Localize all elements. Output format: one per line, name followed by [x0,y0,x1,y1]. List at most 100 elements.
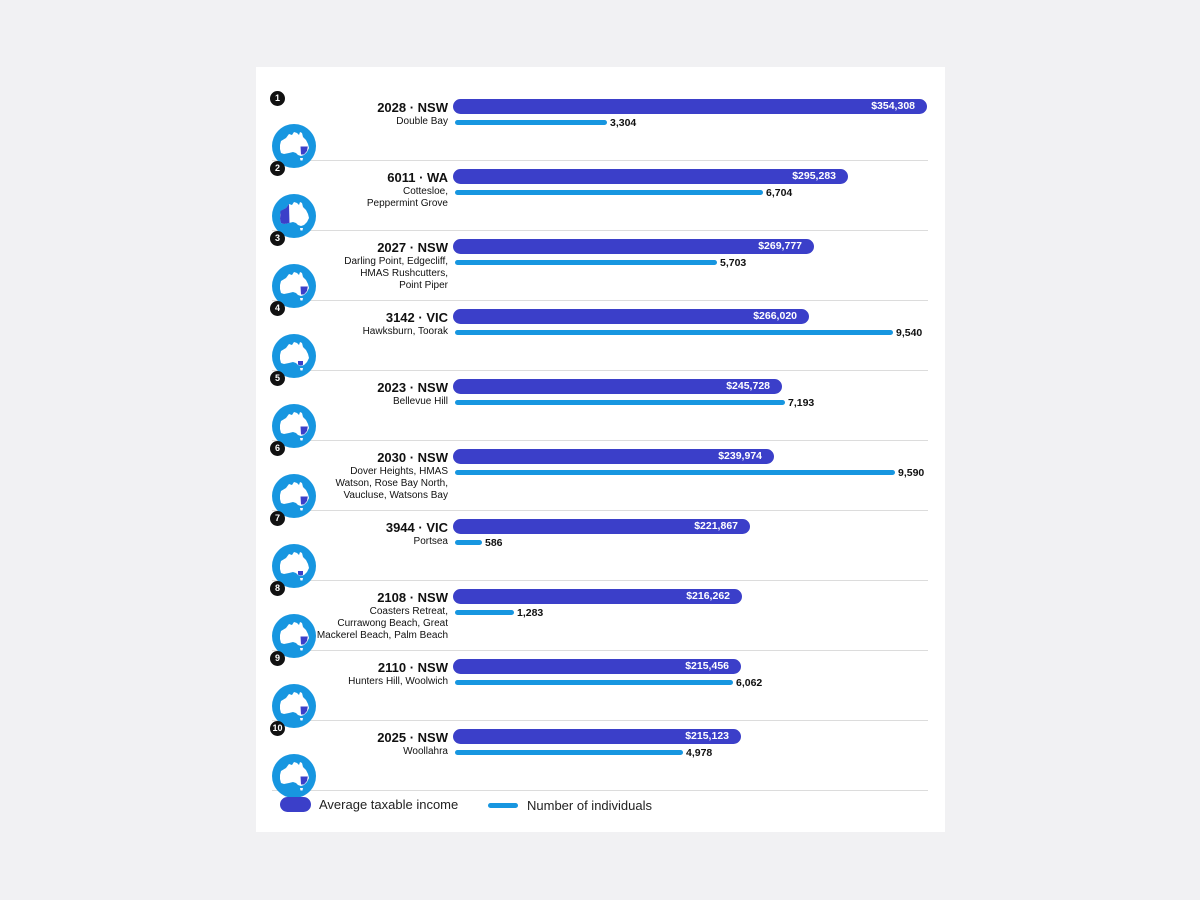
legend-item-individuals: Number of individuals [488,798,652,813]
table-row: 7 3944 · VIC Portsea $221,867 586 [270,510,928,588]
state-highlight [300,286,308,295]
income-bar: $221,867 [453,519,750,534]
rank-badge: 2 [270,161,285,176]
suburbs-label: Hawksburn, Toorak [312,326,448,338]
tasmania-shape [300,438,303,441]
row-labels: 2027 · NSW Darling Point, Edgecliff, HMAS … [312,240,448,292]
australia-map-icon [272,334,316,378]
income-bar: $216,262 [453,589,742,604]
individuals-bar [455,610,514,615]
suburb-line: Mackerel Beach, Palm Beach [316,630,448,641]
legend-swatch-income [280,797,311,812]
state-highlight [298,571,303,576]
income-value-label: $245,728 [726,380,770,392]
tasmania-shape [300,788,303,791]
postcode-label: 2110 · NSW [377,660,448,675]
individuals-value-label: 3,304 [610,117,637,129]
australia-map-svg [272,684,316,728]
suburb-line: Woollahra [403,746,448,757]
individuals-value-label: 4,978 [686,747,713,759]
income-bar: $239,974 [453,449,774,464]
individuals-value-label: 6,704 [766,187,793,199]
tasmania-shape [300,368,303,371]
suburb-line: Portsea [413,536,448,547]
row-labels: 2028 · NSW Double Bay [312,100,448,128]
state-highlight [300,706,308,715]
table-row: 3 2027 · NSW Darling Point, Edgecliff, HMAS… [270,230,928,308]
suburb-line: Darling Point, Edgecliff, [344,256,448,267]
suburb-line: Vaucluse, Watsons Bay [343,490,449,501]
table-row: 8 2108 · NSW Coasters Retreat, Currawong Be… [270,580,928,658]
rank-badge: 8 [270,581,285,596]
state-highlight [300,146,308,155]
rank-badge: 5 [270,371,285,386]
income-bar: $245,728 [453,379,782,394]
row-labels: 2025 · NSW Woollahra [312,730,448,758]
individuals-bar [455,540,482,545]
suburbs-label: Portsea [312,536,448,548]
rank-badge: 4 [270,301,285,316]
rank-badge: 10 [270,721,285,736]
individuals-value-label: 7,193 [788,397,815,409]
australia-map-svg [272,194,316,238]
table-row: 9 2110 · NSW Hunters Hill, Woolwich $215,45… [270,650,928,728]
state-highlight [300,636,308,645]
income-bar: $295,283 [453,169,848,184]
individuals-value-label: 9,590 [898,467,925,479]
tasmania-shape [300,158,303,161]
state-highlight [280,204,290,224]
suburbs-label: Dover Heights, HMAS Watson, Rose Bay Nort… [312,466,448,502]
income-bar: $215,456 [453,659,741,674]
rank-badge: 6 [270,441,285,456]
row-labels: 3142 · VIC Hawksburn, Toorak [312,310,448,338]
tasmania-shape [300,648,303,651]
table-row: 1 2028 · NSW Double Bay $354,308 3,304 [270,90,928,168]
income-bar: $266,020 [453,309,809,324]
income-value-label: $221,867 [694,520,738,532]
australia-map-icon [272,544,316,588]
income-bar: $269,777 [453,239,814,254]
individuals-bar [455,470,895,475]
individuals-value-label: 6,062 [736,677,763,689]
chart-card: 1 2028 · NSW Double Bay $354,308 3,304 2 6011 … [256,67,945,832]
suburb-line: Hunters Hill, Woolwich [348,676,448,687]
australia-map-icon [272,474,316,518]
row-labels: 2108 · NSW Coasters Retreat, Currawong Bea… [312,590,448,642]
income-value-label: $266,020 [753,310,797,322]
postcode-label: 6011 · WA [387,170,448,185]
australia-map-svg [272,754,316,798]
rank-badge: 9 [270,651,285,666]
australia-map-icon [272,684,316,728]
suburb-line: Peppermint Grove [366,198,448,209]
rank-badge: 3 [270,231,285,246]
rank-badge: 1 [270,91,285,106]
australia-map-svg [272,614,316,658]
australia-map-svg [272,474,316,518]
suburb-line: HMAS Rushcutters, [360,268,448,279]
postcode-label: 2027 · NSW [377,240,448,255]
postcode-label: 2030 · NSW [377,450,448,465]
postcode-label: 2108 · NSW [377,590,448,605]
row-labels: 2023 · NSW Bellevue Hill [312,380,448,408]
row-labels: 2030 · NSW Dover Heights, HMAS Watson, Ros… [312,450,448,502]
legend-swatch-individuals [488,803,518,808]
australia-map-icon [272,404,316,448]
australia-map-svg [272,334,316,378]
suburbs-label: Darling Point, Edgecliff, HMAS Rushcutter… [312,256,448,292]
state-highlight [298,361,303,366]
individuals-bar [455,750,683,755]
state-highlight [300,776,308,785]
legend-label-income: Average taxable income [319,797,459,812]
table-row: 6 2030 · NSW Dover Heights, HMAS Watson, Ro… [270,440,928,518]
postcode-label: 2028 · NSW [377,100,448,115]
individuals-bar [455,190,763,195]
income-bar: $215,123 [453,729,741,744]
australia-map-icon [272,614,316,658]
suburb-line: Dover Heights, HMAS [350,466,448,477]
suburbs-label: Double Bay [312,116,448,128]
suburb-line: Point Piper [399,280,448,291]
suburbs-label: Woollahra [312,746,448,758]
legend-item-income: Average taxable income [280,797,458,812]
individuals-value-label: 586 [485,537,503,549]
individuals-value-label: 9,540 [896,327,923,339]
